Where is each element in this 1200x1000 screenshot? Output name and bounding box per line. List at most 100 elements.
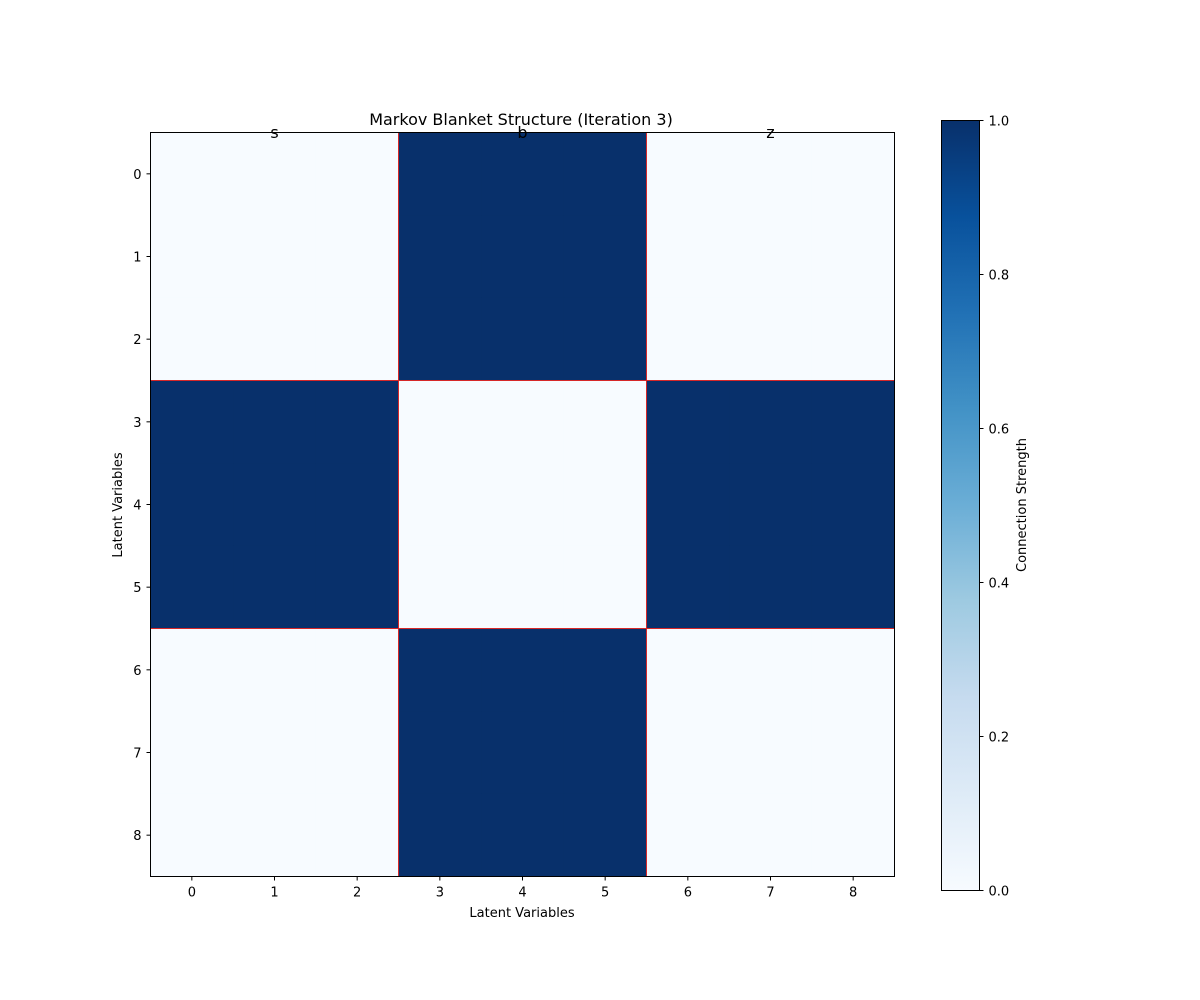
group-label-b: b bbox=[517, 123, 527, 142]
heatmap-cell bbox=[481, 628, 565, 712]
heatmap-cell bbox=[315, 132, 399, 216]
heatmap-cell bbox=[729, 132, 813, 216]
x-tick-label: 7 bbox=[766, 886, 774, 901]
heatmap-cell bbox=[811, 380, 895, 464]
heatmap-cell bbox=[398, 545, 482, 629]
heatmap-cell bbox=[150, 380, 234, 464]
x-tick-label: 1 bbox=[270, 886, 278, 901]
heatmap-cells bbox=[150, 132, 895, 877]
heatmap-cell bbox=[563, 380, 647, 464]
heatmap-cell bbox=[646, 132, 730, 216]
heatmap-cell bbox=[811, 297, 895, 381]
heatmap-cell bbox=[315, 711, 399, 795]
heatmap-cell bbox=[398, 793, 482, 877]
y-axis-label: Latent Variables bbox=[111, 452, 126, 557]
heatmap-cell bbox=[398, 628, 482, 712]
heatmap-cell bbox=[481, 380, 565, 464]
colorbar-gradient bbox=[941, 120, 980, 891]
colorbar-label: Connection Strength bbox=[1015, 438, 1030, 572]
x-tick-label: 0 bbox=[188, 886, 196, 901]
heatmap-cell bbox=[150, 793, 234, 877]
heatmap-cell bbox=[481, 132, 565, 216]
heatmap-cell bbox=[315, 215, 399, 299]
heatmap-cell bbox=[811, 628, 895, 712]
y-tick-label: 0 bbox=[133, 168, 141, 183]
heatmap-cell bbox=[646, 215, 730, 299]
heatmap-cell bbox=[729, 793, 813, 877]
x-tick-label: 5 bbox=[601, 886, 609, 901]
heatmap-cell bbox=[729, 545, 813, 629]
heatmap-cell bbox=[398, 711, 482, 795]
heatmap-cell bbox=[811, 545, 895, 629]
heatmap-cell bbox=[150, 711, 234, 795]
heatmap-cell bbox=[729, 297, 813, 381]
heatmap-cell bbox=[150, 545, 234, 629]
heatmap-cell bbox=[811, 711, 895, 795]
heatmap-cell bbox=[563, 215, 647, 299]
heatmap-cell bbox=[233, 380, 317, 464]
y-tick-label: 5 bbox=[133, 581, 141, 596]
heatmap-cell bbox=[646, 545, 730, 629]
heatmap-cell bbox=[398, 215, 482, 299]
x-tick-label: 6 bbox=[684, 886, 692, 901]
heatmap-cell bbox=[150, 463, 234, 547]
heatmap-cell bbox=[646, 711, 730, 795]
x-tick-label: 3 bbox=[436, 886, 444, 901]
x-tick-label: 8 bbox=[849, 886, 857, 901]
heatmap-cell bbox=[563, 463, 647, 547]
heatmap-cell bbox=[315, 628, 399, 712]
heatmap-cell bbox=[811, 132, 895, 216]
heatmap-cell bbox=[481, 793, 565, 877]
heatmap-cell bbox=[646, 380, 730, 464]
heatmap-cell bbox=[398, 132, 482, 216]
heatmap-cell bbox=[315, 793, 399, 877]
x-tick-label: 4 bbox=[518, 886, 526, 901]
heatmap-cell bbox=[233, 297, 317, 381]
heatmap-cell bbox=[233, 545, 317, 629]
heatmap-cell bbox=[563, 297, 647, 381]
heatmap-cell bbox=[646, 628, 730, 712]
heatmap-cell bbox=[729, 215, 813, 299]
heatmap-cell bbox=[646, 463, 730, 547]
y-tick-label: 1 bbox=[133, 251, 141, 266]
heatmap-cell bbox=[646, 297, 730, 381]
heatmap-cell bbox=[150, 215, 234, 299]
heatmap-cell bbox=[233, 711, 317, 795]
y-tick-label: 3 bbox=[133, 416, 141, 431]
y-tick-label: 4 bbox=[133, 499, 141, 514]
colorbar-ticks: 0.0 0.2 0.4 0.6 0.8 1.0 bbox=[979, 115, 1010, 900]
group-label-z: z bbox=[766, 123, 774, 142]
y-tick-label: 7 bbox=[133, 747, 141, 762]
heatmap-cell bbox=[811, 215, 895, 299]
heatmap-cell bbox=[729, 711, 813, 795]
heatmap-cell bbox=[729, 380, 813, 464]
heatmap-cell bbox=[729, 628, 813, 712]
heatmap-cell bbox=[481, 463, 565, 547]
heatmap-cell bbox=[150, 297, 234, 381]
x-tick-label: 2 bbox=[353, 886, 361, 901]
heatmap-cell bbox=[398, 380, 482, 464]
colorbar-tick-label: 0.0 bbox=[989, 885, 1010, 900]
colorbar-tick-label: 0.6 bbox=[989, 423, 1010, 438]
heatmap-cell bbox=[481, 297, 565, 381]
heatmap-cell bbox=[729, 463, 813, 547]
heatmap-cell bbox=[481, 545, 565, 629]
y-tick-label: 6 bbox=[133, 664, 141, 679]
heatmap-cell bbox=[563, 793, 647, 877]
heatmap-cell bbox=[563, 711, 647, 795]
colorbar-tick-label: 0.4 bbox=[989, 577, 1010, 592]
heatmap-cell bbox=[563, 628, 647, 712]
chart-title: Markov Blanket Structure (Iteration 3) bbox=[369, 110, 673, 129]
heatmap-cell bbox=[811, 463, 895, 547]
y-axis-ticks: 0 1 2 3 4 5 6 7 8 bbox=[133, 168, 151, 844]
heatmap-cell bbox=[563, 545, 647, 629]
heatmap-cell bbox=[315, 545, 399, 629]
heatmap-cell bbox=[233, 463, 317, 547]
colorbar-tick-label: 0.8 bbox=[989, 269, 1010, 284]
heatmap-cell bbox=[481, 215, 565, 299]
heatmap-cell bbox=[811, 793, 895, 877]
heatmap-cell bbox=[150, 628, 234, 712]
heatmap-cell bbox=[150, 132, 234, 216]
